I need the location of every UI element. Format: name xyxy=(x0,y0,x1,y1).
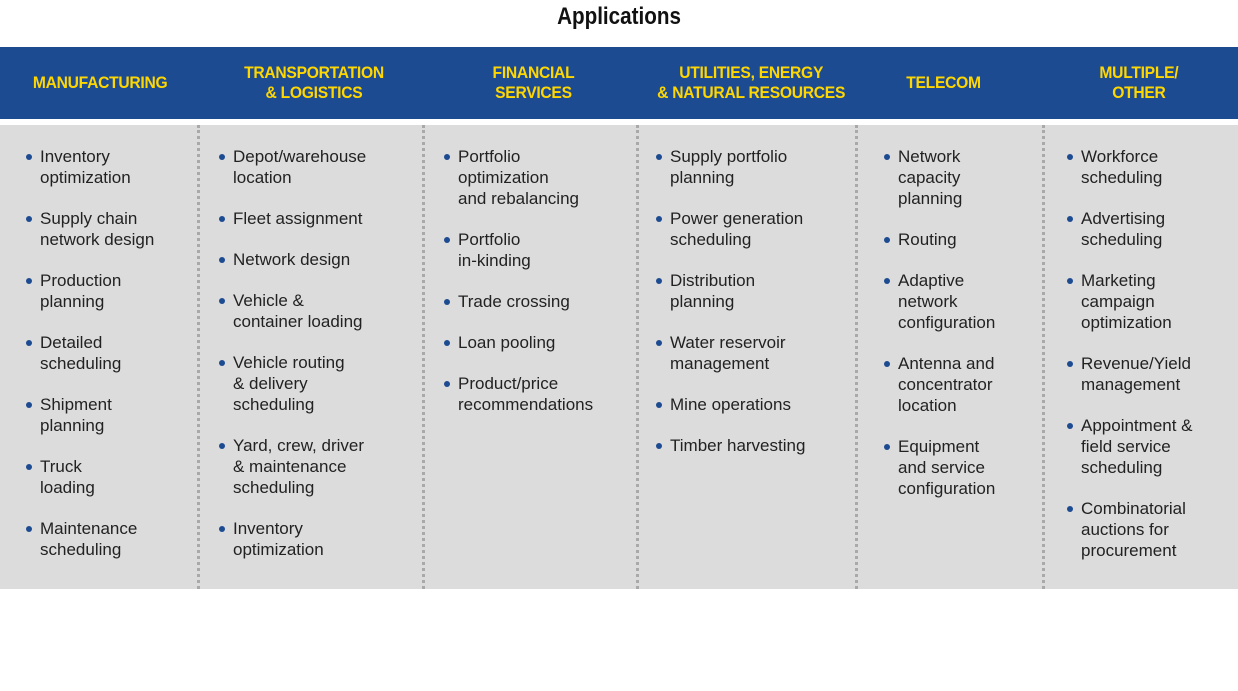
list-item: Network design xyxy=(219,249,419,270)
column-list-financial: Portfolio optimization and rebalancing P… xyxy=(444,146,634,435)
column-list-manufacturing: Inventory optimization Supply chain netw… xyxy=(26,146,196,580)
bullet-icon xyxy=(26,154,32,160)
list-item: Yard, crew, driver & maintenance schedul… xyxy=(219,435,419,498)
bullet-icon xyxy=(219,298,225,304)
bullet-icon xyxy=(219,154,225,160)
list-item: Supply portfolio planning xyxy=(656,146,852,188)
bullet-icon xyxy=(26,464,32,470)
bullet-icon xyxy=(884,361,890,367)
column-list-transportation: Depot/warehouse location Fleet assignmen… xyxy=(219,146,419,580)
column-header-multiple: MULTIPLE/ OTHER xyxy=(1099,63,1179,102)
list-item: Truck loading xyxy=(26,456,196,498)
bullet-icon xyxy=(444,299,450,305)
bullet-icon xyxy=(444,154,450,160)
list-item: Network capacity planning xyxy=(884,146,1040,209)
bullet-icon xyxy=(444,381,450,387)
bullet-icon xyxy=(656,154,662,160)
list-item: Maintenance scheduling xyxy=(26,518,196,560)
bullet-icon xyxy=(656,216,662,222)
list-item: Portfolio optimization and rebalancing xyxy=(444,146,634,209)
column-header-utilities: UTILITIES, ENERGY & NATURAL RESOURCES xyxy=(657,63,845,102)
bullet-icon xyxy=(656,340,662,346)
bullet-icon xyxy=(1067,506,1073,512)
bullet-icon xyxy=(444,237,450,243)
bullet-icon xyxy=(656,402,662,408)
column-header-telecom: TELECOM xyxy=(906,73,982,92)
list-item: Marketing campaign optimization xyxy=(1067,270,1235,333)
bullet-icon xyxy=(656,278,662,284)
bullet-icon xyxy=(884,278,890,284)
column-divider xyxy=(855,125,858,589)
column-header-financial: FINANCIAL SERVICES xyxy=(492,63,574,102)
list-item: Supply chain network design xyxy=(26,208,196,250)
column-header-manufacturing: MANUFACTURING xyxy=(32,73,168,92)
list-item: Advertising scheduling xyxy=(1067,208,1235,250)
list-item: Inventory optimization xyxy=(26,146,196,188)
bullet-icon xyxy=(1067,216,1073,222)
page-title: Applications xyxy=(557,3,681,30)
list-item: Antenna and concentrator location xyxy=(884,353,1040,416)
list-item: Trade crossing xyxy=(444,291,634,312)
bullet-icon xyxy=(884,444,890,450)
list-item: Equipment and service configuration xyxy=(884,436,1040,499)
bullet-icon xyxy=(1067,154,1073,160)
list-item: Adaptive network configuration xyxy=(884,270,1040,333)
bullet-icon xyxy=(219,526,225,532)
list-item: Inventory optimization xyxy=(219,518,419,560)
bullet-icon xyxy=(1067,361,1073,367)
list-item: Production planning xyxy=(26,270,196,312)
list-item: Depot/warehouse location xyxy=(219,146,419,188)
bullet-icon xyxy=(884,154,890,160)
list-item: Fleet assignment xyxy=(219,208,419,229)
bullet-icon xyxy=(219,216,225,222)
bullet-icon xyxy=(1067,423,1073,429)
bullet-icon xyxy=(26,402,32,408)
column-list-utilities: Supply portfolio planning Power generati… xyxy=(656,146,852,476)
bullet-icon xyxy=(26,526,32,532)
column-divider xyxy=(1042,125,1045,589)
list-item: Appointment & field service scheduling xyxy=(1067,415,1235,478)
list-item: Timber harvesting xyxy=(656,435,852,456)
list-item: Workforce scheduling xyxy=(1067,146,1235,188)
bullet-icon xyxy=(26,340,32,346)
bullet-icon xyxy=(884,237,890,243)
bullet-icon xyxy=(26,278,32,284)
list-item: Loan pooling xyxy=(444,332,634,353)
bullet-icon xyxy=(444,340,450,346)
list-item: Vehicle routing & delivery scheduling xyxy=(219,352,419,415)
column-divider xyxy=(197,125,200,589)
column-divider xyxy=(422,125,425,589)
column-header-transportation: TRANSPORTATION & LOGISTICS xyxy=(244,63,384,102)
list-item: Revenue/Yield management xyxy=(1067,353,1235,395)
list-item: Combinatorial auctions for procurement xyxy=(1067,498,1235,561)
header-bar xyxy=(0,47,1238,119)
column-divider xyxy=(636,125,639,589)
bullet-icon xyxy=(219,443,225,449)
list-item: Mine operations xyxy=(656,394,852,415)
bullet-icon xyxy=(656,443,662,449)
list-item: Product/price recommendations xyxy=(444,373,634,415)
table-body xyxy=(0,125,1238,589)
column-list-multiple: Workforce scheduling Advertising schedul… xyxy=(1067,146,1235,581)
list-item: Shipment planning xyxy=(26,394,196,436)
list-item: Distribution planning xyxy=(656,270,852,312)
list-item: Detailed scheduling xyxy=(26,332,196,374)
bullet-icon xyxy=(26,216,32,222)
bullet-icon xyxy=(1067,278,1073,284)
list-item: Routing xyxy=(884,229,1040,250)
column-list-telecom: Network capacity planning Routing Adapti… xyxy=(884,146,1040,519)
list-item: Water reservoir management xyxy=(656,332,852,374)
list-item: Portfolio in-kinding xyxy=(444,229,634,271)
bullet-icon xyxy=(219,257,225,263)
list-item: Vehicle & container loading xyxy=(219,290,419,332)
bullet-icon xyxy=(219,360,225,366)
list-item: Power generation scheduling xyxy=(656,208,852,250)
